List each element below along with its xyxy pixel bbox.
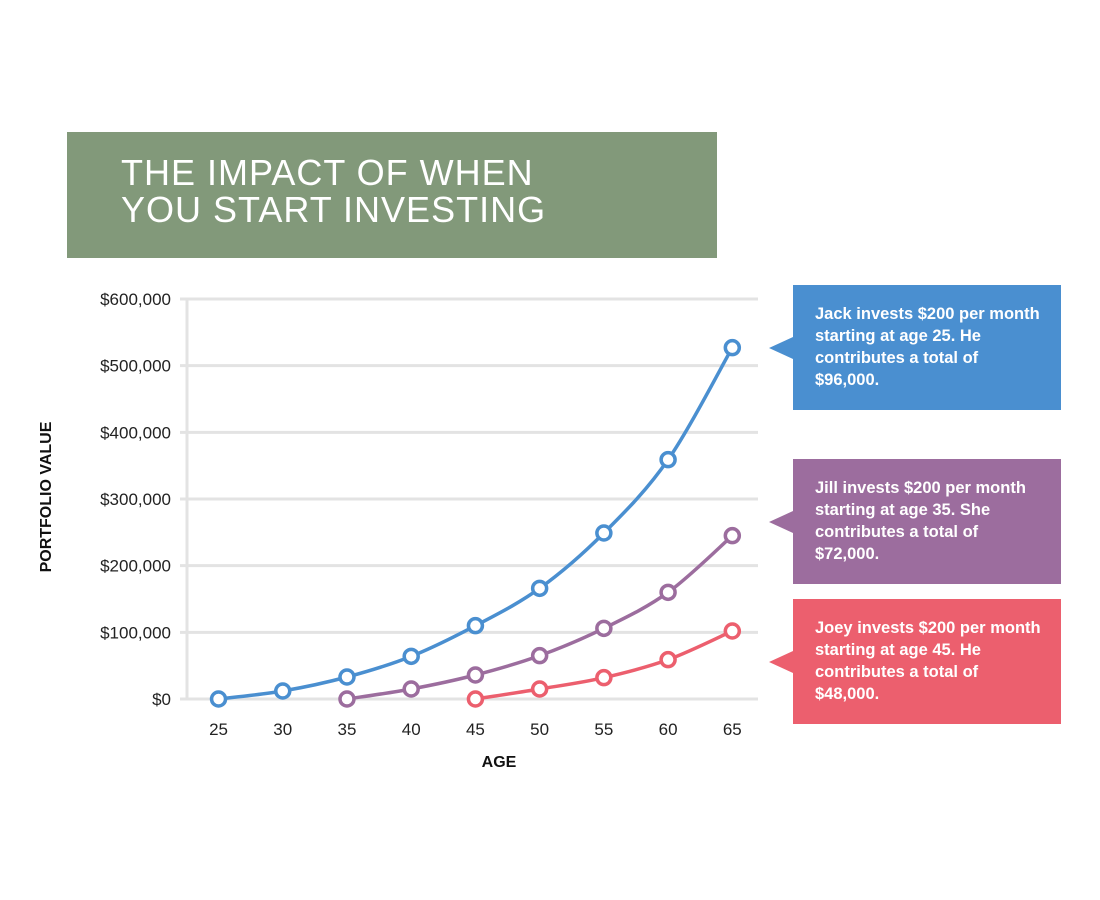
data-point-joey xyxy=(466,690,485,708)
data-point-jack xyxy=(402,647,420,666)
data-point-jack xyxy=(659,450,677,469)
x-tick-label: 40 xyxy=(402,720,421,739)
data-point-jill xyxy=(402,680,420,698)
data-point-jill xyxy=(466,666,485,684)
data-point-jack xyxy=(530,579,549,598)
x-tick-label: 55 xyxy=(594,720,613,739)
callout-jack-text: Jack invests $200 per month starting at … xyxy=(815,305,1040,389)
chart-title-line-2: YOU START INVESTING xyxy=(121,189,547,230)
callout-jill-text: Jill invests $200 per month starting at … xyxy=(815,479,1026,563)
x-tick-label: 35 xyxy=(338,720,357,739)
callout-jack: Jack invests $200 per month starting at … xyxy=(769,285,1061,410)
x-axis-title: AGE xyxy=(482,754,517,771)
data-point-joey xyxy=(723,622,742,640)
data-point-joey xyxy=(595,668,613,687)
chart-title-line-1: THE IMPACT OF WHEN xyxy=(121,152,534,193)
y-axis-title: PORTFOLIO VALUE xyxy=(38,421,55,572)
series-points xyxy=(209,338,742,708)
data-point-joey xyxy=(659,650,677,669)
callout-pointer xyxy=(769,511,793,533)
data-point-jack xyxy=(595,524,613,542)
tick-labels: $0 $100,000 $200,000 $300,000 $400,000 $500,0… xyxy=(100,290,742,739)
callout-joey: Joey invests $200 per month starting at … xyxy=(769,599,1061,724)
x-tick-label: 30 xyxy=(273,720,292,739)
title-banner: THE IMPACT OF WHEN YOU START INVESTING xyxy=(67,132,717,258)
callout-pointer xyxy=(769,651,793,673)
data-point-jack xyxy=(338,668,356,686)
data-point-jack xyxy=(466,616,485,635)
callout-joey-text: Joey invests $200 per month starting at … xyxy=(815,619,1041,703)
x-tick-label: 60 xyxy=(659,720,678,739)
series-line-jill xyxy=(346,534,734,701)
data-point-jill xyxy=(659,583,677,602)
y-tick-label: $400,000 xyxy=(100,423,171,442)
data-point-jill xyxy=(530,646,549,665)
gridlines xyxy=(180,297,758,701)
x-tick-label: 25 xyxy=(209,720,228,739)
data-point-jack xyxy=(209,690,228,708)
y-tick-label: $0 xyxy=(152,690,171,709)
data-point-jill xyxy=(595,619,613,638)
data-point-joey xyxy=(530,680,549,698)
callout-jill: Jill invests $200 per month starting at … xyxy=(769,459,1061,584)
y-tick-label: $100,000 xyxy=(100,623,171,642)
y-tick-label: $300,000 xyxy=(100,490,171,509)
data-point-jill xyxy=(338,690,356,708)
series-lines xyxy=(218,346,734,701)
x-tick-label: 50 xyxy=(530,720,549,739)
y-tick-label: $200,000 xyxy=(100,557,171,576)
data-point-jill xyxy=(723,526,742,545)
data-point-jack xyxy=(274,682,292,700)
callout-pointer xyxy=(769,337,793,359)
data-point-jack xyxy=(723,338,742,357)
x-tick-label: 45 xyxy=(466,720,485,739)
series-line-jack xyxy=(218,346,734,701)
y-tick-label: $500,000 xyxy=(100,357,171,376)
x-tick-label: 65 xyxy=(723,720,742,739)
y-tick-label: $600,000 xyxy=(100,290,171,309)
